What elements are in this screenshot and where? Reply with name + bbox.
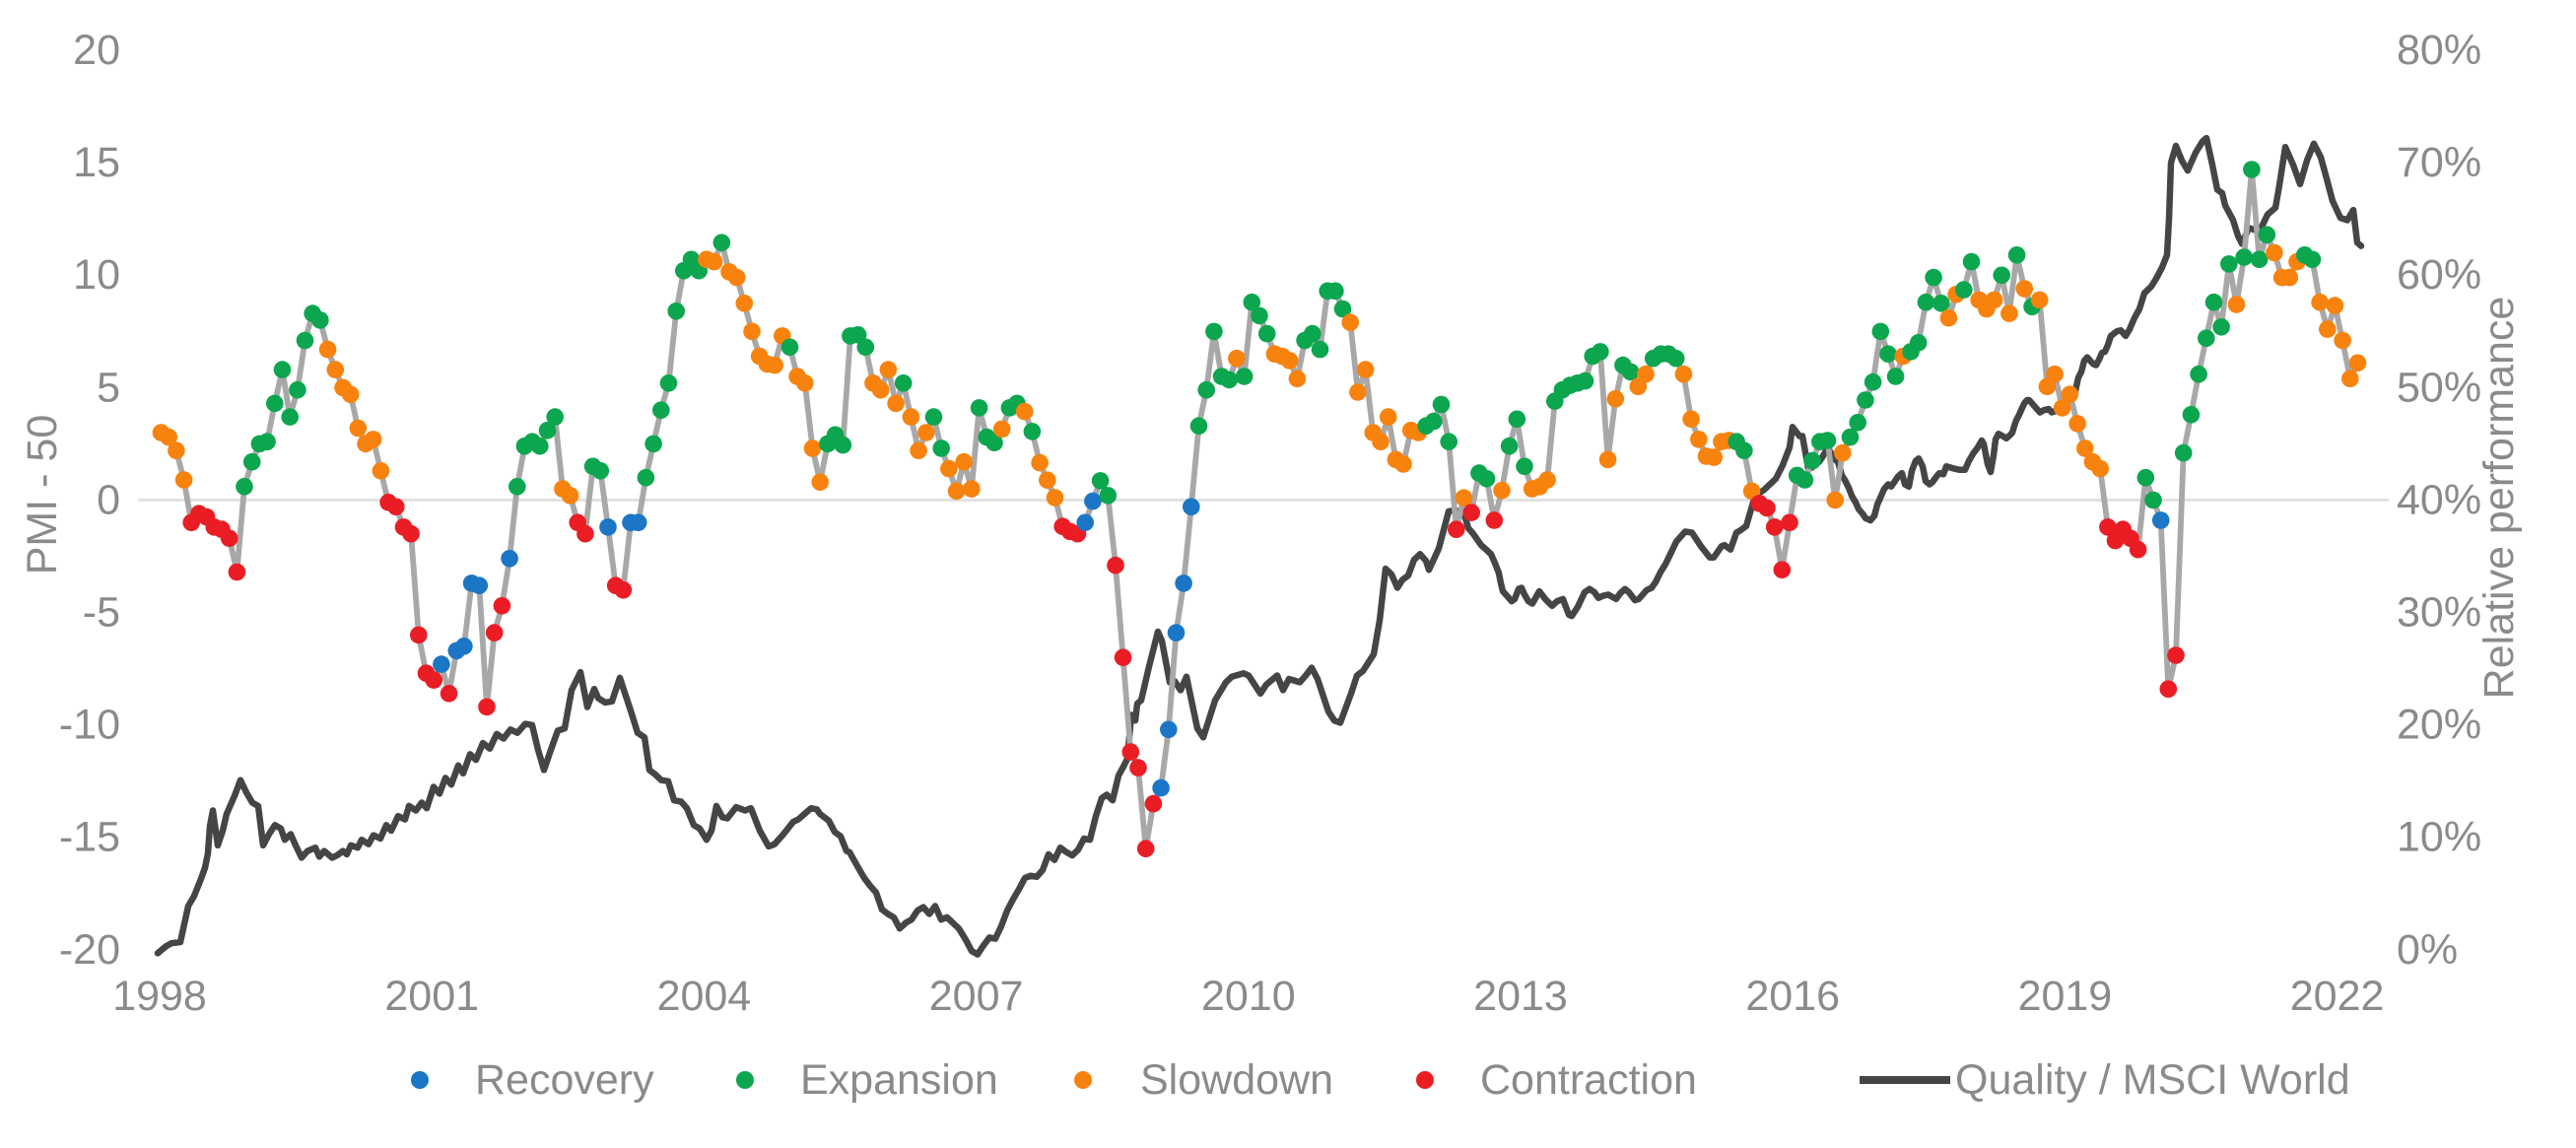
svg-text:Contraction: Contraction (1480, 1056, 1697, 1104)
svg-text:60%: 60% (2397, 251, 2481, 299)
svg-text:-5: -5 (83, 589, 120, 637)
svg-text:2007: 2007 (929, 973, 1024, 1020)
svg-text:2016: 2016 (1745, 973, 1840, 1020)
svg-text:Slowdown: Slowdown (1140, 1056, 1333, 1104)
svg-text:10%: 10% (2397, 814, 2481, 861)
svg-text:10: 10 (73, 251, 120, 299)
svg-text:50%: 50% (2397, 364, 2481, 411)
svg-text:0%: 0% (2397, 926, 2458, 974)
svg-text:PMI - 50: PMI - 50 (19, 415, 66, 575)
svg-text:2010: 2010 (1201, 973, 1296, 1020)
svg-text:2004: 2004 (657, 973, 752, 1020)
svg-text:Quality / MSCI World: Quality / MSCI World (1955, 1056, 2350, 1104)
svg-text:5: 5 (97, 364, 120, 411)
svg-text:0: 0 (97, 476, 120, 523)
svg-text:15: 15 (73, 139, 120, 186)
svg-text:2001: 2001 (384, 973, 479, 1020)
svg-text:2013: 2013 (1473, 973, 1568, 1020)
svg-text:2019: 2019 (2018, 973, 2113, 1020)
svg-text:80%: 80% (2397, 27, 2481, 74)
svg-text:Expansion: Expansion (800, 1056, 998, 1104)
svg-text:30%: 30% (2397, 589, 2481, 637)
svg-text:2022: 2022 (2290, 973, 2385, 1020)
svg-text:20: 20 (73, 27, 120, 74)
svg-text:Recovery: Recovery (475, 1056, 654, 1104)
svg-text:20%: 20% (2397, 702, 2481, 749)
svg-text:70%: 70% (2397, 139, 2481, 186)
svg-text:40%: 40% (2397, 476, 2481, 523)
svg-text:-15: -15 (59, 814, 120, 861)
svg-text:-10: -10 (59, 702, 120, 749)
svg-text:-20: -20 (59, 926, 120, 974)
svg-text:1998: 1998 (112, 973, 207, 1020)
svg-text:Relative performance: Relative performance (2475, 297, 2523, 700)
